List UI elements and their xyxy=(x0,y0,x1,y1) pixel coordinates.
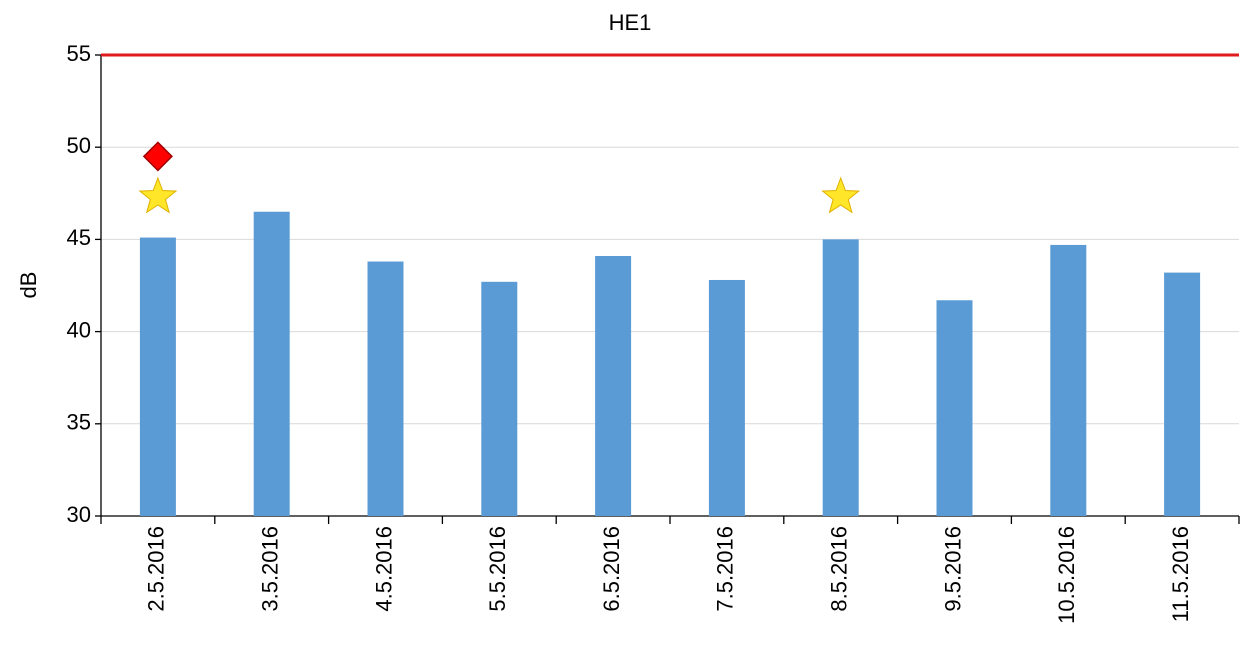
star-marker xyxy=(138,176,178,214)
y-tick-label: 35 xyxy=(67,410,91,435)
x-tick-label: 6.5.2016 xyxy=(599,526,624,612)
bar xyxy=(139,237,176,516)
x-tick-label: 4.5.2016 xyxy=(371,526,396,612)
y-tick-label: 40 xyxy=(67,317,91,342)
y-tick-label: 50 xyxy=(67,133,91,158)
y-tick-label: 55 xyxy=(67,41,91,66)
x-tick-label: 2.5.2016 xyxy=(144,526,169,612)
y-tick-label: 45 xyxy=(67,225,91,250)
x-tick-label: 10.5.2016 xyxy=(1054,526,1079,624)
x-tick-label: 3.5.2016 xyxy=(258,526,283,612)
y-axis-label: dB xyxy=(16,272,41,299)
x-tick-label: 5.5.2016 xyxy=(485,526,510,612)
bar xyxy=(595,255,632,516)
x-tick-label: 8.5.2016 xyxy=(827,526,852,612)
bar xyxy=(253,211,290,517)
bar xyxy=(822,239,859,516)
bar xyxy=(1164,272,1201,516)
bar xyxy=(1050,244,1087,516)
star-marker xyxy=(821,176,861,214)
diamond-marker xyxy=(142,141,173,172)
x-tick-label: 11.5.2016 xyxy=(1168,526,1193,622)
x-tick-label: 9.5.2016 xyxy=(940,526,965,612)
x-tick-label: 7.5.2016 xyxy=(713,526,738,612)
y-tick-label: 30 xyxy=(67,502,91,527)
bar xyxy=(367,261,404,516)
bar xyxy=(936,300,973,516)
bar xyxy=(481,281,518,516)
bar xyxy=(708,279,745,516)
chart-title: HE1 xyxy=(609,10,652,35)
